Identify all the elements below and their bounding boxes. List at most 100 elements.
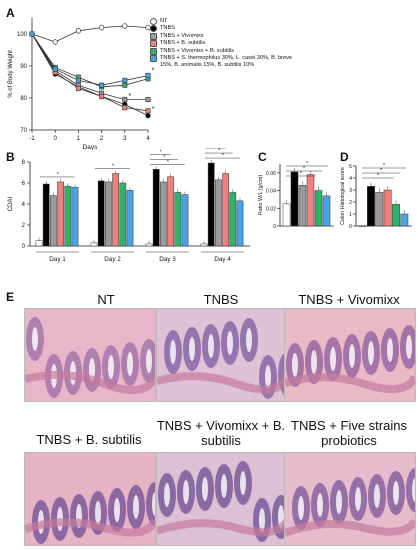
series-line — [31, 33, 149, 112]
crypt-lumen — [374, 484, 380, 508]
histology-micrograph — [284, 308, 416, 402]
y-tick-label: 4 — [349, 176, 352, 182]
bar — [152, 169, 160, 247]
significance-marker: * — [306, 161, 308, 167]
data-point — [122, 82, 128, 88]
crypt-lumen — [349, 344, 355, 368]
bar — [105, 181, 112, 247]
crypt-lumen — [133, 495, 139, 519]
crypt-lumen — [108, 355, 114, 379]
histology-title: TNBS + Five strains probiotics — [291, 418, 407, 448]
y-tick-label: 1 — [349, 212, 352, 218]
histology-micrograph — [24, 452, 156, 546]
bar — [207, 162, 215, 247]
crypt-lumen — [368, 341, 374, 365]
crypt-lumen — [406, 335, 412, 359]
bar — [229, 192, 237, 247]
legend-marker — [150, 25, 157, 33]
data-point — [98, 24, 105, 31]
micrograph-image — [25, 482, 155, 544]
data-point — [122, 23, 128, 29]
data-point — [145, 108, 151, 114]
bar — [322, 195, 331, 227]
y-tick-label: 6 — [22, 181, 26, 187]
panel-label-c: C — [258, 150, 267, 164]
bar — [112, 173, 119, 247]
muscle-layer — [157, 372, 287, 394]
legend-marker — [150, 47, 157, 55]
significance-marker: * — [383, 163, 385, 169]
data-point — [75, 77, 81, 83]
bar — [97, 180, 105, 247]
bar — [383, 189, 392, 227]
crypt-lumen — [355, 487, 361, 511]
histology-micrograph — [156, 452, 288, 546]
micrograph-image — [157, 318, 287, 399]
significance-marker: * — [152, 67, 155, 74]
panel-label-b: B — [6, 150, 15, 164]
y-axis-label: Colon Histological score — [340, 167, 346, 225]
x-tick-label: Day 2 — [104, 256, 121, 263]
legend-marker — [150, 32, 157, 40]
muscle-layer — [25, 371, 155, 395]
histology-micrograph — [24, 308, 156, 402]
crypt-lumen — [292, 353, 298, 377]
body-weight-line-chart: 70 80 90 100 -1 0 1 2 3 4 Days % of Body Weight * * * — [8, 18, 155, 150]
bar — [57, 181, 64, 247]
bar — [200, 243, 208, 247]
x-tick-label: 3 — [123, 136, 127, 142]
bar — [119, 182, 127, 247]
legend: NT TNBS TNBS + Vivomixx TNBS + B. subtilis T… — [150, 18, 300, 70]
bar — [306, 174, 315, 227]
data-point — [99, 82, 105, 88]
histology-micrograph — [284, 452, 416, 546]
bar — [181, 194, 189, 247]
significance-marker: * — [303, 166, 305, 172]
crypt-lumen — [202, 477, 208, 501]
significance-marker: * — [160, 149, 162, 155]
legend-marker — [150, 18, 157, 25]
significance-marker: * — [152, 106, 155, 113]
y-tick-label: 0.04 — [266, 189, 276, 195]
data-point — [29, 31, 35, 37]
bar — [126, 190, 134, 247]
y-axis-label: CDAI — [8, 197, 14, 212]
x-axis-label: Days — [83, 144, 99, 150]
significance-marker: * — [128, 93, 131, 100]
histology-title: NT — [97, 292, 115, 307]
crypt-lumen — [127, 352, 133, 376]
y-tick-label: 100 — [17, 32, 28, 38]
bar — [358, 225, 367, 227]
histology-title: TNBS — [203, 292, 239, 307]
data-point — [145, 97, 151, 103]
legend-item: TNBS + B. subtilis — [150, 40, 300, 48]
crypt-lumen — [146, 349, 152, 373]
bar — [71, 186, 79, 247]
crypt-lumen — [387, 338, 393, 362]
crypt-lumen — [183, 480, 189, 504]
muscle-layer — [25, 518, 155, 537]
data-point — [122, 105, 128, 111]
legend-marker — [150, 55, 157, 63]
x-tick-label: 0 — [54, 136, 58, 142]
significance-marker: * — [300, 171, 302, 177]
bar — [64, 185, 72, 247]
x-tick-label: Day 3 — [159, 256, 176, 263]
y-tick-label: 5 — [349, 164, 352, 170]
series-line — [31, 33, 149, 88]
crypt-lumen — [330, 347, 336, 371]
x-tick-label: 2 — [100, 136, 104, 142]
y-tick-label: 80 — [20, 96, 27, 102]
significance-marker: * — [163, 154, 165, 160]
bar — [50, 195, 57, 247]
bar — [174, 192, 182, 247]
crypt-lumen — [95, 501, 101, 525]
bar — [282, 203, 291, 227]
crypt-shape — [146, 482, 155, 526]
micrograph-image — [25, 317, 155, 398]
bar — [215, 179, 222, 247]
crypt-lumen — [208, 334, 214, 358]
bar — [35, 240, 43, 247]
